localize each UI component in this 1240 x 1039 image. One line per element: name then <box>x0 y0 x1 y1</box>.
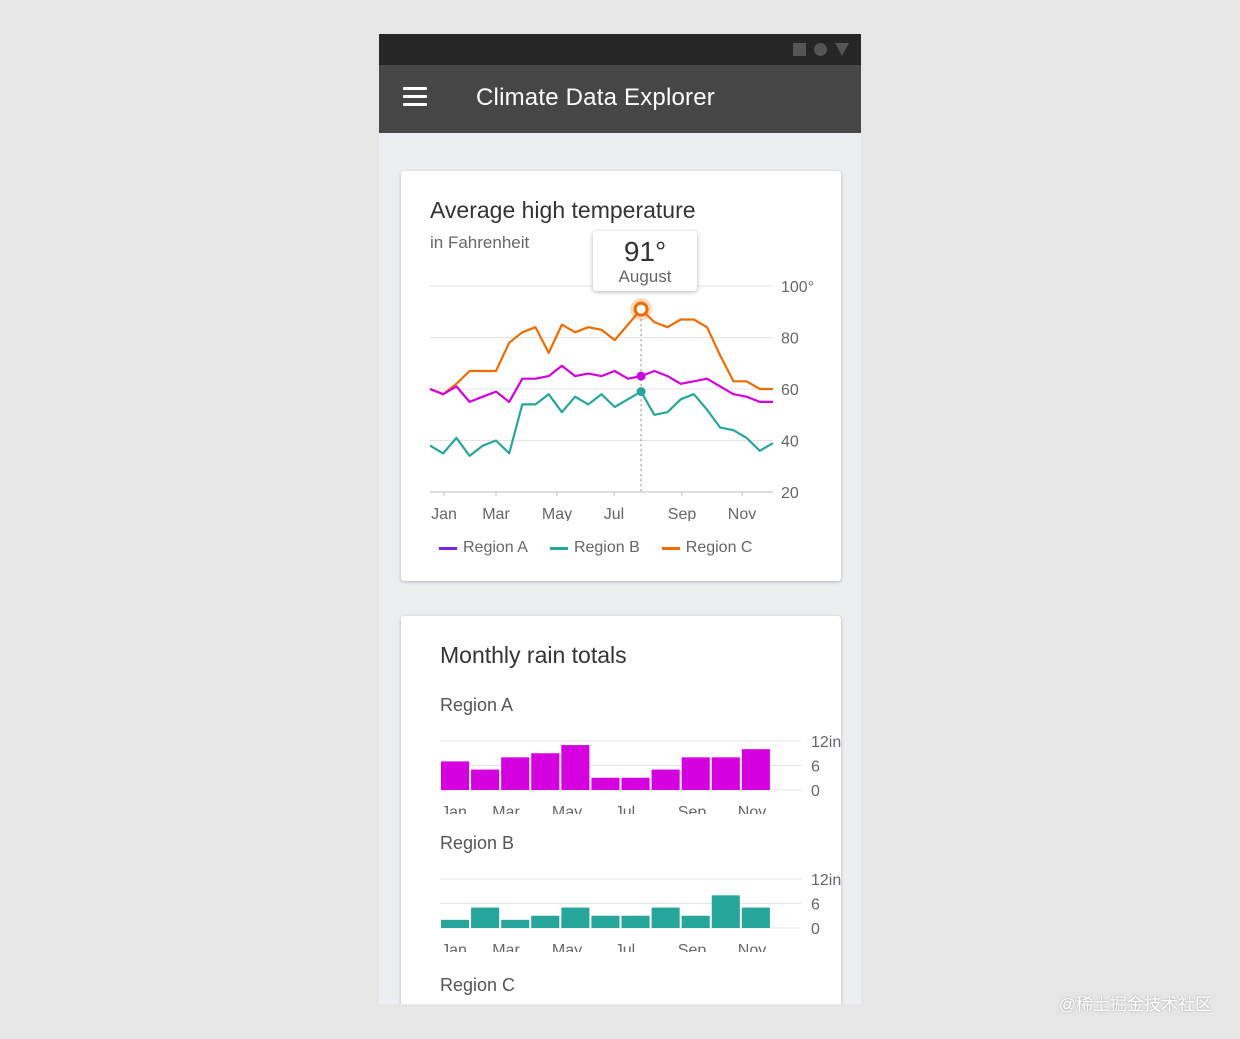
app-bar: Climate Data Explorer <box>379 65 861 133</box>
menu-line <box>403 103 427 106</box>
bar-sep[interactable] <box>681 757 710 790</box>
bar-may[interactable] <box>561 745 590 790</box>
bar-jan[interactable] <box>441 761 470 790</box>
temperature-card: Average high temperature in Fahrenheit 1… <box>401 171 841 581</box>
x-tick-label: Sep <box>668 506 697 521</box>
y-tick-label: 12in <box>811 872 841 889</box>
bar-oct[interactable] <box>711 757 740 790</box>
bar-mar[interactable] <box>501 757 530 790</box>
series-line-region-a[interactable] <box>429 364 773 403</box>
y-tick-label: 20 <box>781 485 799 502</box>
bar-feb[interactable] <box>471 907 500 928</box>
status-icons <box>793 43 849 56</box>
x-tick-label: Nov <box>738 804 766 814</box>
bar-oct[interactable] <box>711 895 740 928</box>
bar-sep[interactable] <box>681 915 710 928</box>
menu-line <box>403 95 427 98</box>
y-tick-label: 12in <box>811 734 841 751</box>
x-tick-label: Jan <box>441 942 467 952</box>
x-tick-label: Mar <box>482 506 510 521</box>
legend-swatch <box>439 546 457 550</box>
x-tick-label: Jul <box>604 506 624 521</box>
chart-tooltip: 91° August <box>593 231 697 291</box>
square-icon <box>793 43 806 56</box>
x-tick-label: Jan <box>441 804 467 814</box>
legend-swatch <box>549 546 568 550</box>
chart-legend: Region A Region B Region C <box>439 539 752 557</box>
hamburger-menu-icon[interactable] <box>401 85 431 111</box>
region-label-c: Region C <box>440 975 516 995</box>
bar-mar[interactable] <box>501 919 530 928</box>
region-a-bar-chart[interactable]: 12in 6 0 Jan Mar May Jul Sep Nov <box>401 724 841 814</box>
y-tick-label: 6 <box>811 897 820 914</box>
region-label-b: Region B <box>440 833 515 853</box>
watermark: @稀土掘金技术社区 <box>1058 995 1212 1014</box>
legend-swatch <box>661 546 680 550</box>
bar-feb[interactable] <box>471 769 500 790</box>
x-tick-label: May <box>552 804 582 814</box>
card-title: Average high temperature <box>430 197 696 223</box>
triangle-icon <box>835 43 849 56</box>
y-tick-label: 6 <box>811 759 820 776</box>
bar-jan[interactable] <box>441 919 470 928</box>
bar-jul[interactable] <box>621 915 650 928</box>
tooltip-value: 91° <box>623 236 667 267</box>
x-tick-label: Mar <box>492 804 520 814</box>
bar-nov[interactable] <box>741 749 770 790</box>
series-line-region-b[interactable] <box>429 390 774 457</box>
legend-item-region-a[interactable]: Region A <box>439 539 528 557</box>
bar-may[interactable] <box>561 907 590 928</box>
app-title: Climate Data Explorer <box>476 84 715 111</box>
x-tick-label: Jul <box>615 942 635 952</box>
legend-label: Region A <box>463 539 528 556</box>
region-b-bar-chart[interactable]: 12in 6 0 Jan Mar May Jul Sep Nov <box>401 862 841 952</box>
bar-jun[interactable] <box>591 777 620 790</box>
y-tick-label: 0 <box>811 783 820 800</box>
bar-apr[interactable] <box>531 915 560 928</box>
legend-item-region-c[interactable]: Region C <box>661 539 753 557</box>
x-tick-label: Jan <box>431 506 457 521</box>
x-tick-label: Sep <box>678 804 707 814</box>
y-tick-label: 0 <box>811 921 820 938</box>
bar-jun[interactable] <box>591 915 620 928</box>
legend-label: Region B <box>573 539 640 556</box>
circle-icon <box>814 43 827 56</box>
rain-card: Monthly rain totals Region A 12in 6 0 Jan Ma… <box>401 616 841 1004</box>
x-tick-label: Sep <box>678 942 707 952</box>
y-tick-label: 60 <box>781 382 799 399</box>
menu-line <box>403 87 427 90</box>
bar-jul[interactable] <box>621 777 650 790</box>
tooltip-label: August <box>618 267 672 286</box>
card-title: Monthly rain totals <box>440 642 627 668</box>
y-tick-label: 80 <box>781 331 799 348</box>
x-tick-label: Mar <box>492 942 520 952</box>
x-tick-label: Nov <box>728 506 756 521</box>
temperature-line-chart[interactable]: 100° 80 60 40 20 Jan Mar May Jul Sep Nov <box>401 171 841 521</box>
bar-nov[interactable] <box>741 907 770 928</box>
status-bar <box>379 34 861 65</box>
x-tick-label: Nov <box>738 942 766 952</box>
phone-screen: Climate Data Explorer Average high tempe… <box>379 34 861 1004</box>
y-tick-label: 100° <box>781 279 814 296</box>
card-subtitle: in Fahrenheit <box>430 233 530 252</box>
x-tick-label: May <box>552 942 582 952</box>
data-point[interactable] <box>636 371 646 381</box>
x-tick-label: Jul <box>615 804 635 814</box>
bar-aug[interactable] <box>651 769 680 790</box>
legend-label: Region C <box>685 539 753 556</box>
region-label-a: Region A <box>440 695 514 715</box>
series-line-region-c[interactable] <box>429 308 773 396</box>
x-tick-label: May <box>542 506 572 521</box>
y-tick-label: 40 <box>781 434 799 451</box>
bar-aug[interactable] <box>651 907 680 928</box>
legend-item-region-b[interactable]: Region B <box>549 539 640 557</box>
bar-apr[interactable] <box>531 753 560 790</box>
highlight-point[interactable] <box>633 301 649 317</box>
data-point[interactable] <box>636 387 646 397</box>
